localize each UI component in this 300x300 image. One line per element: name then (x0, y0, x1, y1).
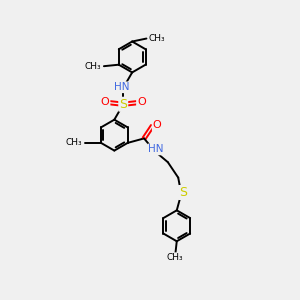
Text: HN: HN (148, 144, 164, 154)
Text: S: S (119, 98, 127, 111)
Text: CH₃: CH₃ (66, 138, 82, 147)
Text: O: O (137, 97, 146, 107)
Text: O: O (101, 97, 110, 107)
Text: O: O (153, 120, 161, 130)
Text: CH₃: CH₃ (167, 253, 184, 262)
Text: HN: HN (114, 82, 130, 92)
Text: CH₃: CH₃ (85, 62, 101, 71)
Text: S: S (179, 186, 187, 199)
Text: CH₃: CH₃ (149, 34, 165, 43)
